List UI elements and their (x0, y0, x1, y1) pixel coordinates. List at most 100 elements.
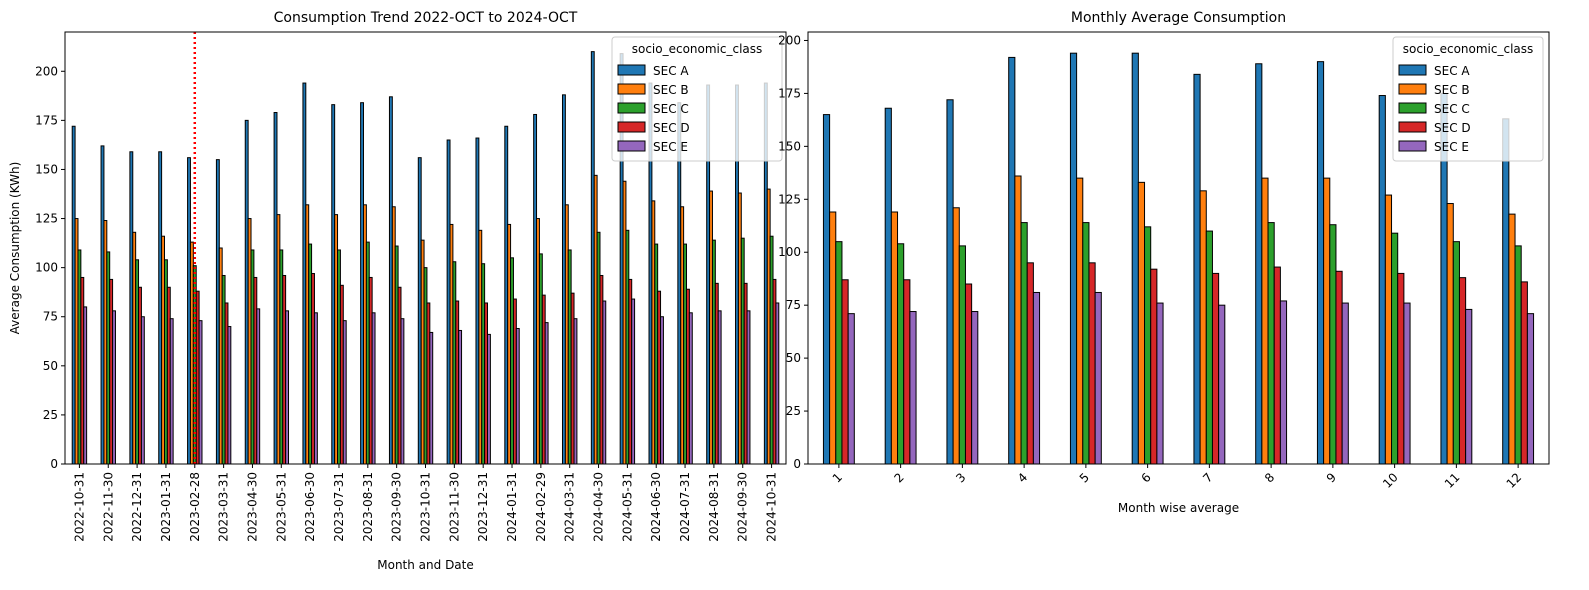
bar-sec-b (1014, 175, 1022, 465)
bar-sec-e (1279, 300, 1288, 465)
bar-sec-b (890, 211, 899, 465)
bar-sec-b (1261, 177, 1269, 465)
bar-sec-d (1458, 277, 1467, 465)
legend-label: SEC A (1434, 64, 1470, 78)
bar-sec-c (1267, 222, 1275, 465)
x-tick-label: 11 (1442, 470, 1463, 491)
bar-sec-e (285, 310, 290, 465)
x-tick-label: 2024-05-31 (620, 472, 634, 542)
x-tick-label: 2024-01-31 (505, 472, 519, 542)
x-tick-label: 2024-06-30 (649, 472, 663, 542)
bar-sec-c (1144, 226, 1152, 465)
x-tick-label: 6 (1138, 470, 1153, 485)
y-tick-label: 200 (35, 64, 58, 78)
x-tick-label: 2024-10-31 (765, 472, 779, 542)
legend-swatch (617, 140, 646, 152)
x-tick-label: 2023-02-28 (188, 472, 202, 542)
bar-sec-b (1508, 213, 1516, 465)
bar-sec-d (1520, 281, 1528, 465)
bar-sec-e (1032, 291, 1041, 465)
legend-swatch (617, 83, 646, 95)
bar-sec-e (487, 333, 491, 465)
bar-sec-e (573, 318, 578, 465)
bar-sec-e (1465, 308, 1473, 465)
bar-sec-d (964, 283, 973, 465)
legend-swatch (617, 102, 646, 114)
chart-title: Monthly Average Consumption (1071, 10, 1286, 26)
legend-label: SEC B (1434, 83, 1470, 97)
legend-label: SEC A (653, 64, 689, 78)
x-tick-label: 2024-03-31 (563, 472, 577, 542)
legend-label: SEC C (653, 102, 689, 116)
bar-sec-e (717, 310, 722, 465)
legend-swatch (1398, 102, 1427, 114)
bar-sec-a (1069, 52, 1078, 465)
x-tick-label: 2023-07-31 (332, 472, 346, 542)
bar-sec-b (952, 207, 960, 465)
bar-sec-e (140, 316, 145, 465)
legend-title: socio_economic_class (632, 42, 763, 56)
x-axis-label: Month wise average (1118, 501, 1239, 515)
plot-frame (64, 31, 787, 465)
bar-sec-e (1526, 313, 1535, 465)
legend-swatch (1398, 83, 1427, 95)
y-axis-ticks: 0 25 50 75 100 125 150 175 200 (35, 64, 65, 471)
x-tick-label: 2022-10-31 (72, 472, 86, 542)
x-tick-label: 10 (1380, 470, 1401, 491)
legend-items: SEC A SEC B SEC C SEC D SEC E (617, 64, 690, 154)
legend-label: SEC E (1434, 140, 1469, 154)
bar-sec-d (1088, 262, 1096, 465)
x-tick-label: 2024-09-30 (736, 472, 750, 542)
bar-sec-e (775, 302, 780, 465)
x-tick-label: 2023-06-30 (303, 472, 317, 542)
x-tick-label: 5 (1077, 470, 1092, 485)
plot-frame (807, 31, 1550, 465)
bar-sec-e (400, 318, 405, 465)
consumption-trend-chart: Consumption Trend 2022-OCT to 2024-OCT M… (8, 10, 787, 572)
legend-swatch (1398, 64, 1427, 76)
legend-swatch (1398, 140, 1427, 152)
bar-sec-a (822, 114, 831, 465)
bar-sec-b (829, 211, 837, 465)
y-tick-label: 200 (778, 33, 801, 47)
bar-sec-d (1211, 272, 1220, 465)
bars (71, 51, 780, 465)
x-tick-label: 2023-08-31 (361, 472, 375, 542)
bar-sec-b (1076, 177, 1084, 465)
y-tick-label: 50 (43, 359, 58, 373)
bar-sec-c (1514, 245, 1522, 465)
x-tick-label: 2023-01-31 (159, 472, 173, 542)
bar-sec-d (1150, 268, 1158, 465)
bar-sec-b (1199, 190, 1207, 465)
bar-sec-e (515, 328, 520, 465)
bar-sec-a (1378, 95, 1386, 465)
bar-sec-a (1502, 118, 1510, 465)
bar-sec-a (946, 99, 954, 465)
bar-sec-c (1020, 222, 1028, 465)
y-axis-ticks: 0 25 50 75 100 125 150 175 200 (778, 33, 808, 471)
x-tick-label: 2024-07-31 (678, 472, 692, 542)
bar-sec-c (1391, 232, 1399, 465)
y-tick-label: 50 (786, 351, 801, 365)
bar-sec-d (903, 279, 911, 465)
bar-sec-e (83, 306, 88, 465)
x-tick-label: 9 (1324, 470, 1339, 485)
bar-sec-a (884, 107, 892, 465)
y-tick-label: 25 (786, 404, 801, 418)
bar-sec-a (1255, 63, 1263, 465)
bar-sec-e (1341, 302, 1349, 465)
x-tick-label: 2023-10-31 (419, 472, 433, 542)
y-tick-label: 175 (778, 86, 801, 100)
x-tick-label: 1 (830, 470, 845, 485)
bar-sec-c (958, 245, 966, 465)
legend-box (1392, 36, 1544, 162)
legend-items: SEC A SEC B SEC C SEC D SEC E (1398, 64, 1471, 154)
bar-sec-c (835, 241, 843, 465)
bar-sec-e (198, 320, 203, 465)
bar-sec-a (1008, 56, 1016, 465)
bar-sec-b (1323, 177, 1331, 465)
y-tick-label: 25 (43, 408, 58, 422)
x-axis-ticks: 1 2 3 4 5 6 7 8 9 10 11 12 (830, 464, 1524, 491)
bar-sec-e (971, 311, 979, 465)
